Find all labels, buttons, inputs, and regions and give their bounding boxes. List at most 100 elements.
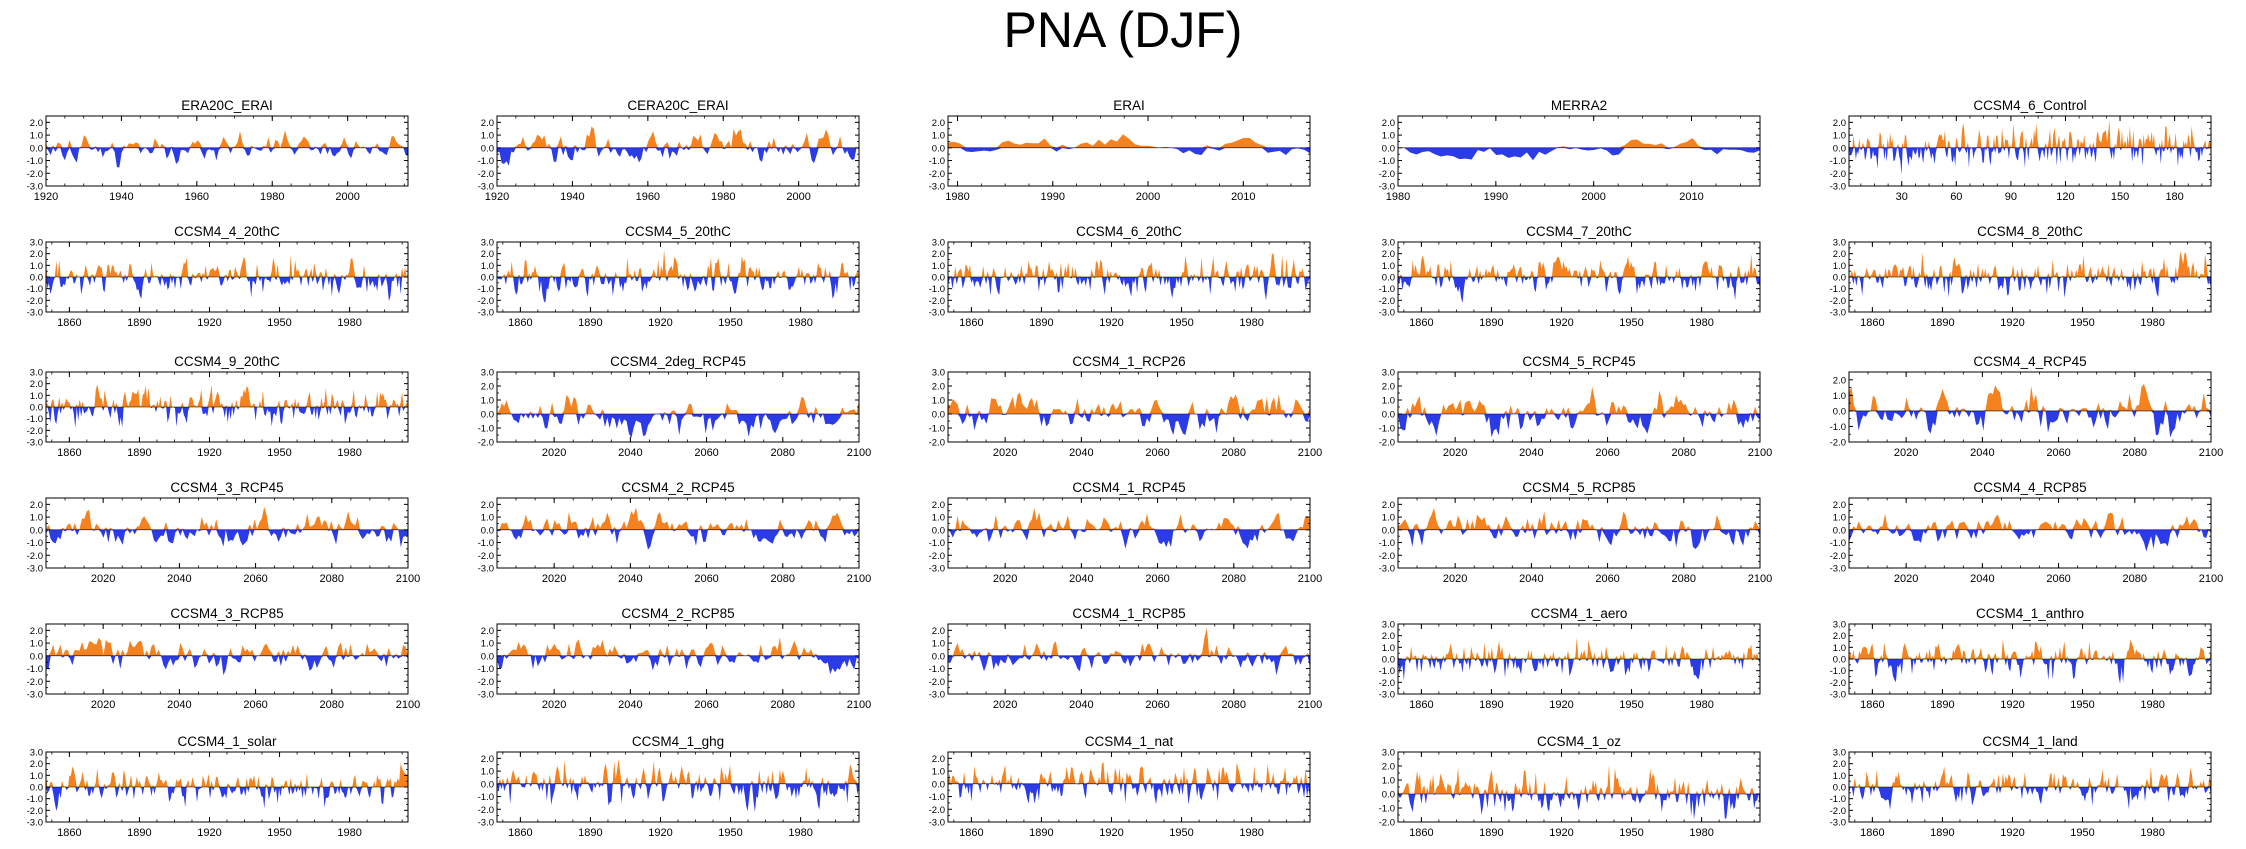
y-tick-label: -3.0 (478, 182, 494, 193)
positive-area (1849, 251, 2211, 277)
x-tick-label: 1950 (1619, 827, 1643, 839)
x-tick-label: 2080 (320, 573, 344, 585)
x-tick-label: 2040 (1970, 573, 1994, 585)
x-tick-label: 1920 (197, 317, 221, 329)
y-tick-label: 0.0 (30, 143, 43, 154)
y-tick-label: 1.0 (932, 767, 945, 778)
y-tick-label: 2.0 (30, 118, 43, 129)
positive-area (1398, 138, 1760, 148)
y-tick-label: -1.0 (1830, 794, 1846, 805)
x-tick-label: 1890 (1479, 827, 1503, 839)
x-tick-label: 1860 (1860, 317, 1884, 329)
y-tick-label: -2.0 (478, 677, 494, 688)
y-tick-label: -2.0 (1830, 806, 1846, 817)
x-tick-label: 2080 (1672, 447, 1696, 459)
y-tick-label: 0.0 (30, 651, 43, 662)
y-tick-label: -3.0 (1830, 564, 1846, 575)
y-tick-label: -2.0 (1379, 818, 1395, 829)
y-tick-label: -1.0 (478, 792, 494, 803)
x-tick-label: 2080 (1672, 573, 1696, 585)
x-tick-label: 2020 (542, 573, 566, 585)
plot-frame (496, 497, 860, 569)
x-tick-label: 1860 (959, 827, 983, 839)
panel-title: MERRA2 (1551, 98, 1607, 113)
y-tick-label: -1.0 (27, 538, 43, 549)
y-tick-label: 2.0 (1833, 375, 1846, 386)
x-tick-label: 1890 (1479, 699, 1503, 711)
negative-area (46, 147, 408, 168)
panel-title: CCSM4_2_RCP45 (621, 480, 734, 495)
y-tick-label: 2.0 (30, 500, 43, 511)
x-tick-label: 2060 (694, 573, 718, 585)
positive-area (497, 758, 859, 784)
y-tick-label: -3.0 (929, 818, 945, 829)
x-tick-label: 1890 (1930, 699, 1954, 711)
y-tick-label: 0.0 (481, 779, 494, 790)
y-tick-label: 0.0 (1382, 143, 1395, 154)
y-tick-label: 2.0 (1833, 500, 1846, 511)
negative-area (1849, 277, 2211, 298)
negative-area (497, 414, 859, 439)
y-tick-label: -2.0 (1830, 296, 1846, 307)
plot-frame (947, 623, 1311, 695)
x-tick-label: 1860 (508, 827, 532, 839)
x-tick-label: 2080 (2123, 573, 2147, 585)
y-tick-label: -2.0 (929, 169, 945, 180)
negative-area (497, 655, 859, 675)
y-tick-label: -2.0 (27, 551, 43, 562)
panel-title: CCSM4_1_oz (1537, 734, 1621, 749)
y-tick-label: -1.0 (1379, 424, 1395, 435)
y-tick-label: 1.0 (1382, 396, 1395, 407)
x-tick-label: 1920 (2000, 827, 2024, 839)
y-tick-label: -1.0 (1379, 538, 1395, 549)
y-tick-label: -2.0 (1830, 438, 1846, 449)
y-tick-label: -1.0 (929, 792, 945, 803)
x-tick-label: 2020 (91, 699, 115, 711)
x-tick-label: 2040 (1970, 447, 1994, 459)
y-tick-label: -2.0 (929, 805, 945, 816)
x-tick-label: 2060 (1595, 447, 1619, 459)
y-tick-label: -2.0 (27, 296, 43, 307)
y-tick-label: 3.0 (1833, 238, 1846, 249)
chart-panel-CCSM4_6_Control: CCSM4_6_Control 2.0 1.00.0 -1.0 -2.0 -3.0 30 60… (1830, 98, 2212, 203)
plot-frame (947, 497, 1311, 569)
y-tick-label: 1.0 (1382, 776, 1395, 787)
x-tick-label: 1980 (788, 827, 812, 839)
y-tick-label: 1.0 (481, 767, 494, 778)
y-tick-label: -2.0 (1379, 169, 1395, 180)
panel-title: CCSM4_4_RCP85 (1973, 480, 2086, 495)
y-tick-label: 0.0 (30, 403, 43, 414)
chart-panel-CCSM4_5_RCP85: CCSM4_5_RCP85 2.0 1.00.0 -1.0 -2.0 -3.0 2020 20… (1379, 480, 1773, 585)
x-tick-label: 1920 (648, 827, 672, 839)
x-tick-label: 2060 (1595, 573, 1619, 585)
y-tick-label: -1.0 (27, 794, 43, 805)
x-tick-label: 2100 (396, 699, 420, 711)
x-tick-label: 1940 (560, 191, 584, 203)
positive-area (948, 761, 1310, 784)
positive-area (1849, 119, 2211, 148)
x-tick-label: 1890 (1930, 827, 1954, 839)
panel-title: CCSM4_1_anthro (1976, 606, 2084, 621)
y-tick-label: 2.0 (1382, 762, 1395, 773)
x-tick-label: 1980 (2140, 699, 2164, 711)
negative-area (497, 147, 859, 166)
negative-area (948, 414, 1310, 435)
y-tick-label: -1.0 (1379, 156, 1395, 167)
y-tick-label: -1.0 (1830, 156, 1846, 167)
x-tick-label: 1860 (1860, 699, 1884, 711)
x-tick-label: 1990 (1041, 191, 1065, 203)
chart-panel-CCSM4_2deg_RCP45: CCSM4_2deg_RCP45 3.0 2.0 1.0 0.0 -1.0 -2.0 2020… (478, 354, 872, 459)
y-tick-label: -3.0 (27, 182, 43, 193)
y-tick-label: 2.0 (481, 118, 494, 129)
y-tick-label: -3.0 (27, 308, 43, 319)
y-tick-label: 3.0 (1382, 620, 1395, 631)
x-tick-label: 1920 (1549, 699, 1573, 711)
y-tick-label: -3.0 (1379, 308, 1395, 319)
x-tick-label: 1980 (1239, 827, 1263, 839)
y-tick-label: -3.0 (1379, 564, 1395, 575)
y-tick-label: 3.0 (481, 368, 494, 379)
y-tick-label: 0.0 (30, 783, 43, 794)
y-tick-label: 1.0 (1833, 261, 1846, 272)
x-tick-label: 2040 (1069, 573, 1093, 585)
x-tick-label: 1920 (197, 447, 221, 459)
